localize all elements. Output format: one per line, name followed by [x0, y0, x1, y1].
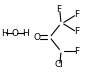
Text: F: F — [74, 10, 79, 19]
Text: H: H — [1, 29, 8, 38]
Text: Cl: Cl — [54, 60, 63, 69]
Text: O: O — [11, 29, 19, 38]
Text: H: H — [22, 29, 29, 38]
Text: F: F — [74, 27, 79, 36]
Text: F: F — [74, 47, 79, 56]
Text: F: F — [56, 5, 62, 14]
Text: O: O — [34, 33, 41, 42]
